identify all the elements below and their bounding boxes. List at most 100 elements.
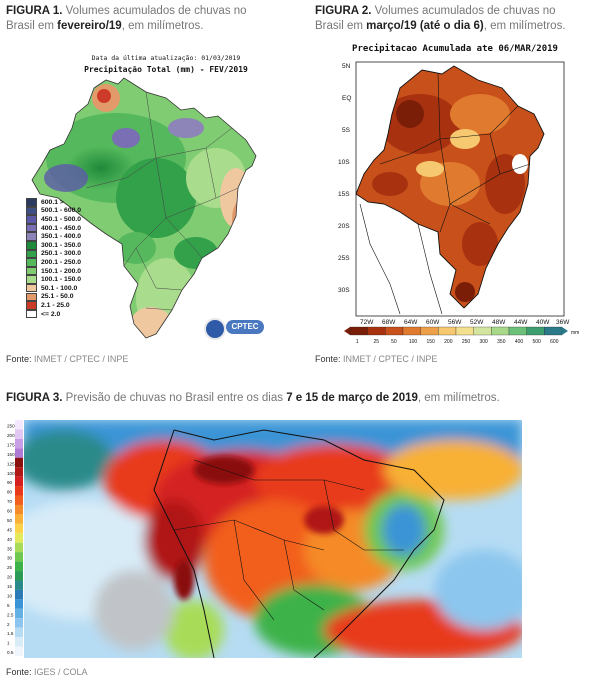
figure3-source: Fonte: IGES / COLA — [6, 667, 88, 677]
legend-swatch — [26, 283, 37, 293]
colorbar-label: 100 — [409, 339, 418, 345]
colorbar-label: 1 — [356, 339, 359, 345]
legend-swatch — [26, 223, 37, 233]
scale-segment — [15, 457, 23, 468]
legend-label: <= 2.0 — [41, 310, 61, 318]
legend-swatch — [26, 215, 37, 224]
figure2-source: Fonte: INMET / CPTEC / INPE — [315, 354, 437, 364]
legend-swatch — [26, 198, 37, 207]
figure1-legend: 600.1 > 500.1 - 600.0 450.1 - 500.0 400.… — [26, 198, 82, 319]
colorbar-segment — [349, 326, 368, 336]
scale-label: 40 — [7, 537, 13, 542]
legend-label: 500.1 - 600.0 — [41, 207, 82, 215]
scale-segment — [15, 504, 23, 515]
figure3-caption: FIGURA 3. Previsão de chuvas no Brasil e… — [6, 391, 586, 406]
scale-label: 35 — [7, 546, 13, 551]
colorbar-label: 200 — [444, 339, 453, 345]
coastline — [173, 429, 445, 658]
figure2-label: FIGURA 2. — [315, 5, 372, 17]
scale-segment — [15, 552, 23, 562]
figure3-caption-end: , em milímetros. — [417, 392, 500, 404]
legend-item: 600.1 > — [26, 198, 81, 207]
scale-label: 1.5 — [7, 631, 14, 636]
lon-label: 72W — [360, 319, 374, 326]
source-value: INMET / CPTEC / INPE — [34, 354, 129, 364]
lat-label: EQ — [342, 95, 351, 102]
inpe-logo-icon — [204, 318, 226, 340]
figure2-caption-period: março/19 (até o dia 6) — [366, 20, 484, 32]
legend-item: 2.1 - 25.0 — [26, 301, 81, 310]
scale-segment — [15, 646, 23, 656]
colorbar-arrow-left — [344, 327, 350, 335]
figure3-caption-text: Previsão de chuvas no Brasil entre os di… — [62, 392, 287, 404]
figure1-caption-period: fevereiro/19 — [57, 20, 122, 32]
scale-label: 10 — [7, 593, 13, 598]
scale-segment — [15, 448, 23, 458]
legend-item: 200.1 - 250.0 — [26, 258, 81, 267]
figure2-caption-end: , em milímetros. — [483, 20, 566, 32]
legend-label: 350.1 - 400.0 — [41, 233, 82, 241]
colorbar-label: 25 — [374, 339, 380, 345]
scale-segment — [15, 561, 23, 572]
scale-label: 20 — [7, 575, 13, 580]
legend-item: 450.1 - 500.0 — [26, 215, 81, 224]
legend-item: 250.1 - 300.0 — [26, 249, 81, 259]
source-label: Fonte: — [6, 667, 35, 677]
legend-label: 50.1 - 100.0 — [41, 284, 78, 292]
figure3-forecast-svg — [24, 420, 522, 658]
colorbar-segment — [367, 326, 386, 336]
legend-item: 25.1 - 50.0 — [26, 292, 81, 302]
scale-segment — [15, 627, 23, 638]
colorbar-label: 300 — [480, 339, 489, 345]
figure1-caption-text: Volumes acumulados de chuvas no Brasil e… — [6, 5, 247, 32]
scale-label: 200 — [7, 433, 15, 438]
lon-label: 36W — [556, 319, 570, 326]
scale-label: 1 — [7, 641, 10, 646]
legend-swatch — [26, 206, 37, 216]
scale-segment — [15, 420, 23, 430]
figure2-map-panel: Precipitacao Acumulada ate 06/MAR/2019 — [330, 44, 580, 346]
figure1-caption: FIGURA 1. Volumes acumulados de chuvas n… — [6, 4, 276, 34]
scale-label: 150 — [7, 452, 15, 457]
lat-label: 30S — [338, 287, 350, 294]
cptec-logo: CPTEC — [204, 316, 266, 340]
scale-label: 100 — [7, 471, 15, 476]
figure3-forecast-map — [24, 420, 522, 658]
colorbar-arrow-right — [562, 327, 568, 335]
scale-label: 30 — [7, 556, 13, 561]
lon-label: 64W — [404, 319, 418, 326]
legend-label: 150.1 - 200.0 — [41, 267, 82, 275]
colorbar-segment — [402, 326, 421, 336]
scale-label: 250 — [7, 424, 15, 429]
lat-label: 25S — [338, 255, 350, 262]
colorbar-label: 350 — [497, 339, 506, 345]
colorbar-segment — [544, 326, 563, 336]
legend-item: 300.1 - 350.0 — [26, 241, 81, 250]
scale-label: 0.5 — [7, 650, 14, 655]
figure2-brazil-map — [355, 61, 565, 317]
figure1-brazil-map — [31, 77, 257, 339]
source-label: Fonte: — [6, 354, 35, 364]
colorbar-label: 600 — [550, 339, 559, 345]
figure3-scale-bar: 2502001751501251009080706050454035302520… — [7, 420, 23, 656]
figure2-map-title: Precipitacao Acumulada ate 06/MAR/2019 — [352, 44, 558, 54]
colorbar-label: 50 — [391, 339, 397, 345]
scale-segment — [15, 542, 23, 553]
scale-label: 60 — [7, 509, 13, 514]
legend-item: <= 2.0 — [26, 309, 81, 319]
figure2-axes: 5N EQ 5S 10S 15S 20S 25S 30S 72W 68W 64W… — [338, 63, 570, 326]
scale-segment — [15, 571, 23, 581]
scale-label: 80 — [7, 490, 13, 495]
colorbar-segment — [508, 326, 527, 336]
legend-label: 400.1 - 450.0 — [41, 224, 82, 232]
legend-swatch — [26, 249, 37, 259]
lat-label: 5N — [342, 63, 351, 70]
source-value: IGES / COLA — [34, 667, 88, 677]
colorbar-label: 500 — [533, 339, 542, 345]
scale-segment — [15, 589, 23, 600]
scale-label: 2 — [7, 622, 10, 627]
colorbar-label: 400 — [515, 339, 524, 345]
source-value: INMET / CPTEC / INPE — [343, 354, 438, 364]
legend-swatch — [26, 301, 37, 310]
legend-swatch — [26, 309, 37, 319]
